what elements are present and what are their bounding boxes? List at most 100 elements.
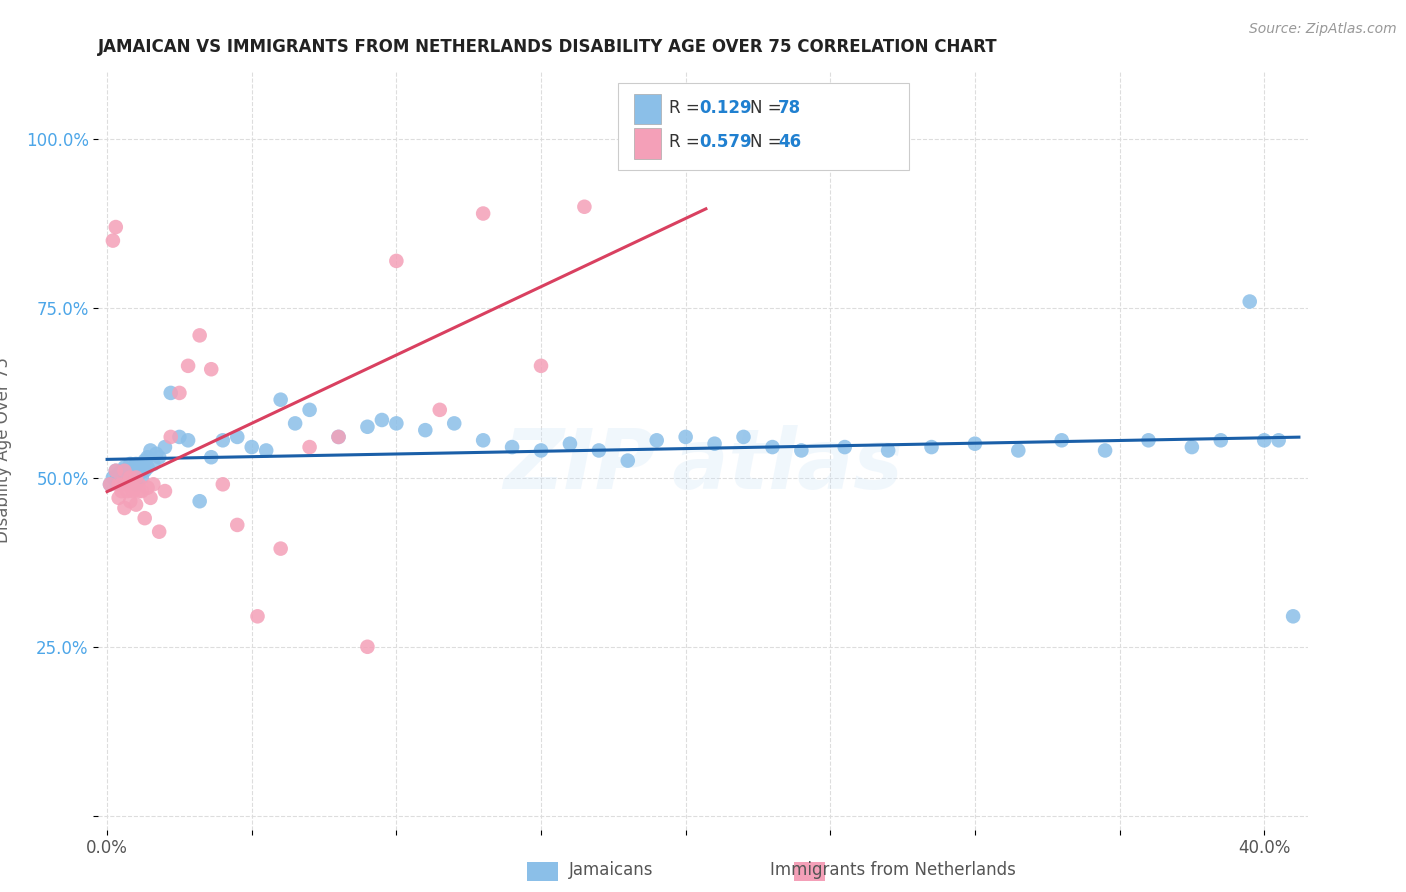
Point (211, 477, 233, 491)
Point (501, 440, 523, 454)
Point (128, 484, 150, 499)
Text: R =: R = (669, 99, 706, 117)
Point (110, 470, 132, 484)
Bar (634, 95, 661, 124)
Point (246, 609, 269, 624)
Point (200, 362, 222, 376)
Point (385, 254, 408, 268)
Point (1239, 294, 1261, 309)
Point (134, 453, 156, 467)
Point (125, 477, 148, 491)
Point (128, 477, 150, 491)
Point (1267, 434, 1289, 448)
Point (328, 430, 350, 444)
Point (385, 417, 408, 431)
Point (1050, 434, 1073, 448)
Point (617, 453, 640, 467)
Text: Jamaicans: Jamaicans (569, 861, 654, 879)
Point (1209, 434, 1232, 448)
Point (117, 464, 139, 478)
Point (131, 457, 153, 471)
Point (104, 474, 127, 488)
Point (136, 481, 159, 495)
Point (188, 328, 211, 343)
Point (122, 467, 145, 482)
Point (128, 467, 150, 482)
Point (1137, 434, 1160, 448)
Point (148, 450, 170, 465)
Point (588, 443, 610, 458)
Point (530, 443, 553, 458)
Text: ZIP atlas: ZIP atlas (503, 425, 903, 506)
Point (188, 494, 211, 508)
Point (226, 517, 249, 532)
Text: JAMAICAN VS IMMIGRANTS FROM NETHERLANDS DISABILITY AGE OVER 75 CORRELATION CHART: JAMAICAN VS IMMIGRANTS FROM NETHERLANDS … (98, 38, 998, 56)
Point (98, 477, 121, 491)
Point (270, 541, 292, 556)
Point (834, 440, 856, 454)
Point (211, 434, 233, 448)
Point (790, 443, 813, 458)
Point (645, 434, 668, 448)
Point (107, 491, 129, 505)
Point (122, 484, 145, 499)
Point (921, 440, 943, 454)
Point (125, 470, 148, 484)
Point (104, 220, 127, 235)
Point (429, 402, 451, 417)
Point (125, 464, 148, 478)
Point (136, 460, 159, 475)
Point (134, 464, 156, 478)
Point (125, 457, 148, 471)
Point (877, 443, 900, 458)
Point (328, 430, 350, 444)
Point (159, 385, 181, 400)
Point (142, 477, 165, 491)
Point (114, 501, 136, 516)
Point (371, 413, 394, 427)
Point (558, 436, 581, 450)
Point (139, 443, 162, 458)
Point (104, 464, 127, 478)
Point (356, 640, 378, 654)
Point (443, 417, 465, 431)
Point (298, 402, 321, 417)
Point (117, 484, 139, 499)
Point (574, 200, 596, 214)
Point (114, 460, 136, 475)
Point (120, 494, 142, 508)
Point (177, 434, 200, 448)
Point (153, 440, 176, 454)
Point (101, 234, 124, 248)
Point (110, 464, 132, 478)
Point (226, 430, 249, 444)
Point (120, 464, 142, 478)
Point (675, 430, 697, 444)
Text: Source: ZipAtlas.com: Source: ZipAtlas.com (1249, 22, 1396, 37)
Y-axis label: Disability Age Over 75: Disability Age Over 75 (0, 358, 11, 543)
Point (120, 474, 142, 488)
Text: 0.579: 0.579 (699, 133, 752, 151)
Point (134, 511, 156, 525)
Point (131, 470, 153, 484)
Point (284, 417, 307, 431)
Point (1282, 609, 1305, 624)
Point (254, 443, 277, 458)
Point (120, 457, 142, 471)
Point (530, 359, 553, 373)
Point (139, 491, 162, 505)
Point (1181, 440, 1204, 454)
Point (733, 430, 755, 444)
Point (159, 430, 181, 444)
Point (114, 464, 136, 478)
Point (617, 125, 640, 139)
Point (128, 460, 150, 475)
Text: N =: N = (751, 99, 787, 117)
Point (110, 477, 132, 491)
Point (107, 477, 129, 491)
Point (122, 470, 145, 484)
Point (689, 119, 711, 133)
Point (122, 460, 145, 475)
Point (110, 484, 132, 499)
Point (1094, 443, 1116, 458)
